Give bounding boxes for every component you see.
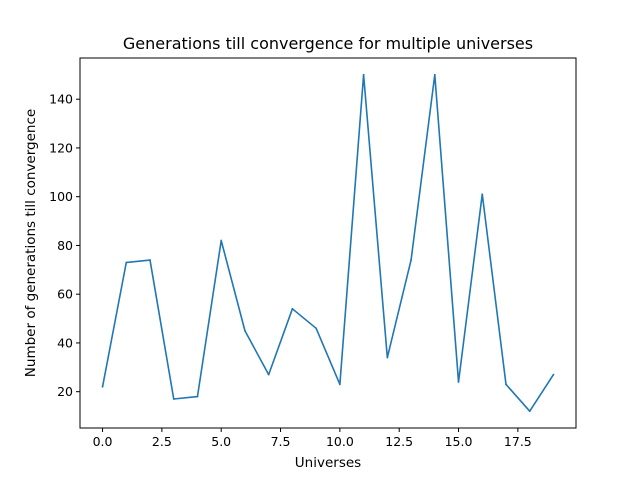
data-point [125, 261, 128, 264]
data-point [338, 383, 341, 386]
x-axis-label: Universes [295, 455, 361, 471]
y-tick-label: 80 [57, 238, 73, 253]
y-axis-ticks: 20 40 60 80 100 120 140 [49, 92, 80, 399]
data-point [244, 329, 246, 332]
data-point [362, 73, 365, 76]
y-tick-label: 20 [57, 384, 73, 399]
data-point [386, 356, 389, 359]
x-tick-label: 17.5 [504, 434, 532, 449]
data-point [220, 239, 223, 242]
data-point [505, 383, 507, 386]
y-tick-label: 140 [49, 92, 73, 107]
data-point [315, 327, 318, 330]
data-point [410, 259, 412, 261]
data-point [101, 385, 104, 388]
data-point [172, 398, 175, 400]
data-point [291, 307, 294, 310]
y-tick-label: 60 [57, 287, 73, 302]
x-tick-label: 7.5 [271, 434, 291, 449]
data-point [267, 373, 270, 376]
x-tick-label: 2.5 [152, 434, 172, 449]
x-tick-label: 10.0 [326, 434, 354, 449]
y-tick-label: 40 [57, 335, 73, 350]
plot-area [101, 73, 555, 413]
data-point [149, 259, 151, 261]
chart-title: Generations till convergence for multipl… [123, 34, 533, 53]
y-tick-label: 100 [49, 189, 73, 204]
y-tick-label: 120 [49, 140, 73, 155]
x-tick-label: 0.0 [93, 434, 113, 449]
y-axis-label: Number of generations till convergence [23, 109, 39, 377]
data-point [528, 410, 531, 413]
data-point [433, 73, 436, 76]
data-point [552, 373, 555, 376]
x-tick-label: 5.0 [211, 434, 231, 449]
x-axis-ticks: 0.0 2.5 5.0 7.5 10.0 12.5 15.0 17.5 [93, 428, 532, 449]
series-line-0 [101, 74, 555, 412]
data-point [481, 193, 484, 196]
data-point [196, 395, 199, 398]
axes-frame [79, 57, 577, 429]
data-point [457, 381, 460, 383]
x-tick-label: 15.0 [445, 434, 473, 449]
x-tick-label: 12.5 [385, 434, 413, 449]
